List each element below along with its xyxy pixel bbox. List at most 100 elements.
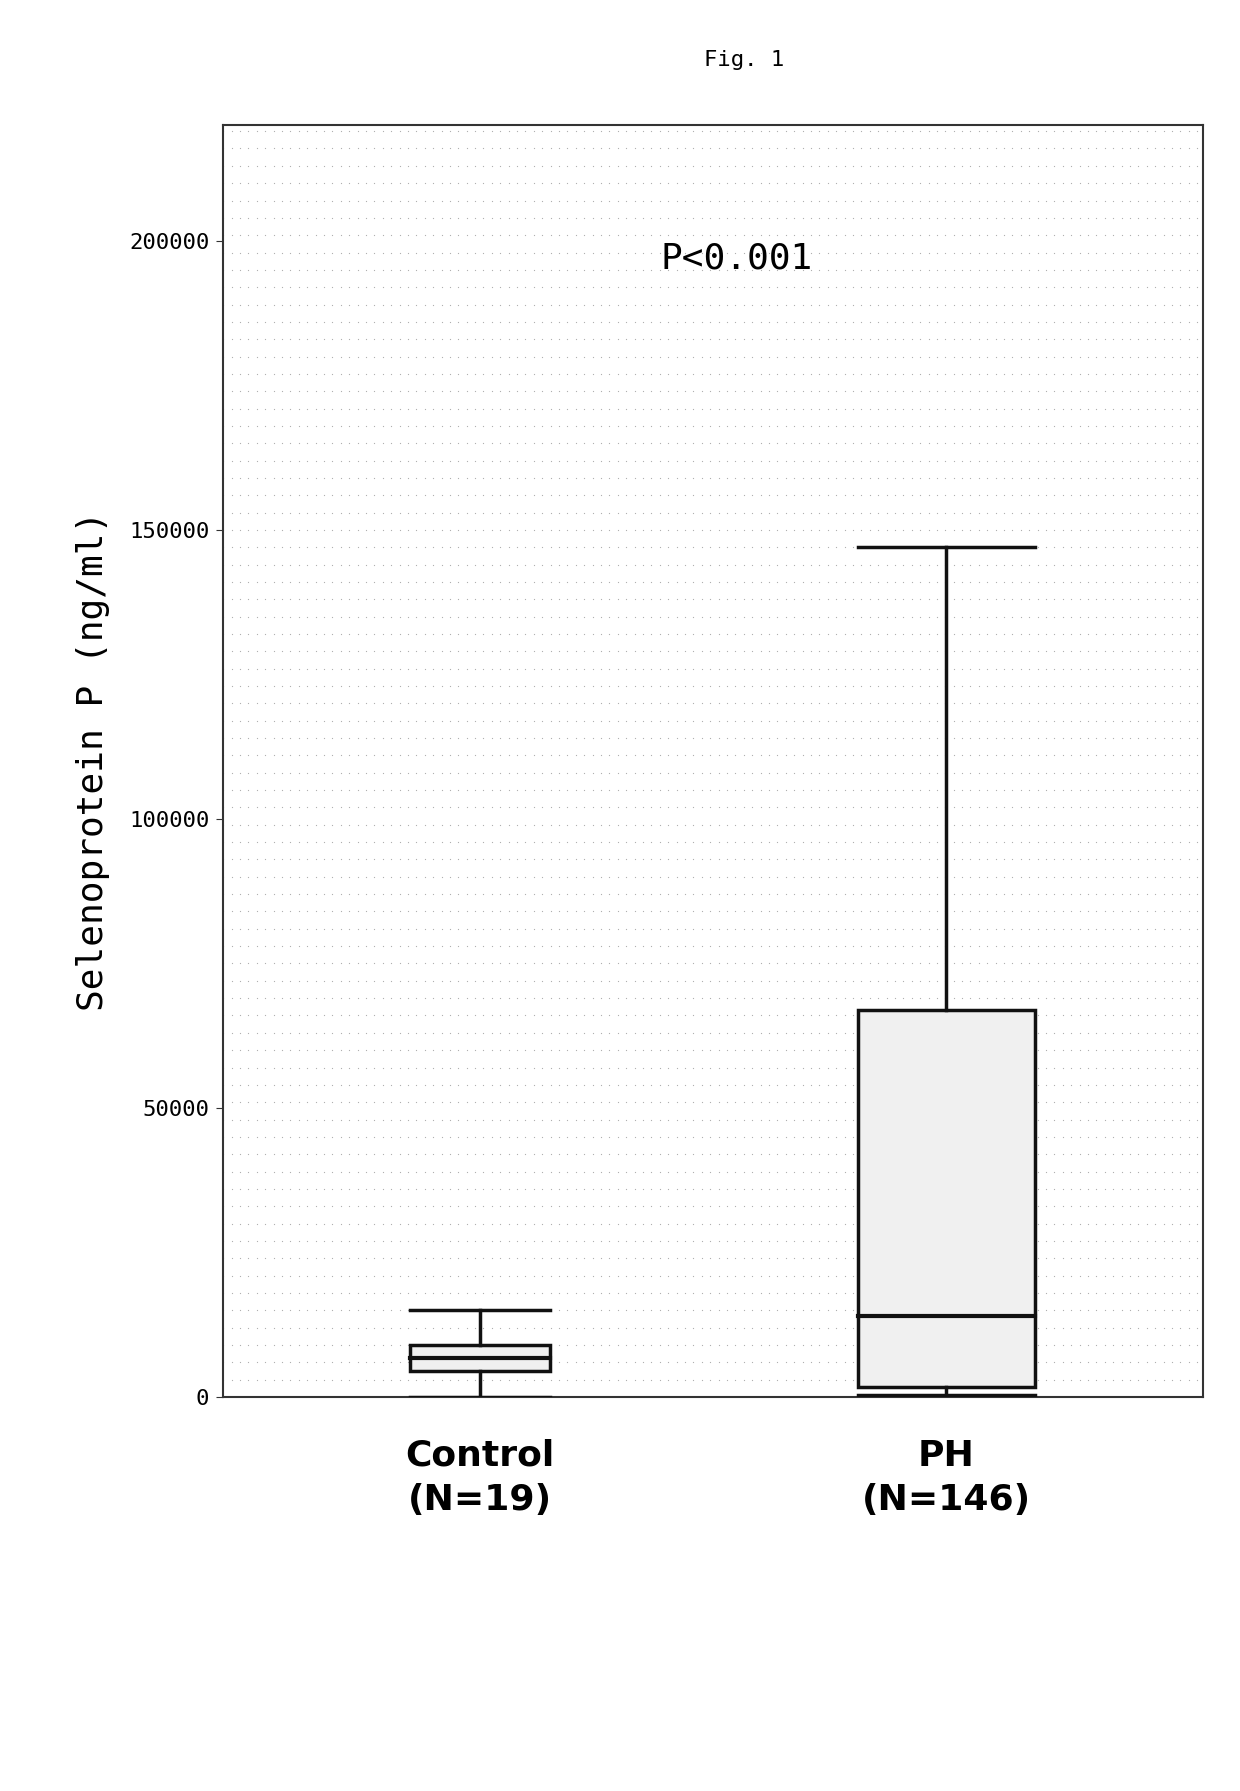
Point	[986, 1209, 1006, 1238]
Point	[507, 1297, 527, 1325]
Point	[901, 967, 921, 996]
Point	[826, 186, 846, 215]
Point	[331, 776, 351, 804]
Point	[835, 186, 854, 215]
Point	[322, 324, 342, 353]
Point	[238, 376, 258, 405]
Point	[525, 845, 544, 874]
Point	[1128, 983, 1148, 1012]
Point	[432, 1035, 451, 1064]
Point	[365, 967, 384, 996]
Point	[683, 1261, 703, 1290]
Point	[641, 915, 661, 944]
Point	[986, 1071, 1006, 1100]
Point	[885, 1175, 905, 1204]
Point	[440, 134, 460, 163]
Point	[835, 498, 854, 527]
Point	[634, 931, 653, 960]
Point	[1086, 568, 1106, 596]
Point	[776, 412, 796, 441]
Point	[968, 116, 988, 145]
Point	[994, 1035, 1014, 1064]
Point	[365, 1193, 384, 1221]
Point	[843, 116, 863, 145]
Point	[1044, 706, 1064, 734]
Point	[474, 915, 494, 944]
Point	[381, 238, 401, 267]
Point	[389, 308, 409, 337]
Point	[961, 412, 981, 441]
Point	[792, 1331, 812, 1359]
Point	[1120, 672, 1140, 700]
Point	[608, 134, 627, 163]
Point	[280, 568, 300, 596]
Point	[389, 394, 409, 423]
Point	[852, 1123, 872, 1152]
Point	[919, 324, 939, 353]
Point	[734, 863, 754, 892]
Point	[423, 586, 443, 614]
Point	[1011, 793, 1030, 822]
Point	[683, 1175, 703, 1204]
Point	[852, 1019, 872, 1048]
Point	[398, 1087, 418, 1116]
Point	[675, 290, 694, 319]
Point	[977, 1139, 997, 1168]
Point	[231, 1245, 250, 1273]
Point	[734, 1365, 754, 1393]
Point	[868, 152, 888, 181]
Point	[893, 1071, 913, 1100]
Point	[1086, 793, 1106, 822]
Point	[449, 654, 469, 682]
Point	[701, 204, 720, 233]
Point	[968, 1139, 988, 1168]
Point	[1095, 376, 1115, 405]
Point	[231, 602, 250, 630]
Point	[750, 446, 770, 475]
Point	[650, 1383, 670, 1411]
Point	[541, 724, 560, 752]
Point	[222, 1227, 242, 1255]
Point	[213, 516, 233, 544]
Point	[843, 845, 863, 874]
Point	[952, 863, 972, 892]
Point	[634, 915, 653, 944]
Point	[928, 706, 947, 734]
Point	[1037, 394, 1056, 423]
Point	[994, 290, 1014, 319]
Point	[407, 256, 427, 285]
Point	[1011, 1383, 1030, 1411]
Point	[919, 1313, 939, 1341]
Point	[1187, 1227, 1207, 1255]
Point	[1179, 1365, 1199, 1393]
Point	[868, 949, 888, 978]
Point	[525, 412, 544, 441]
Point	[1095, 1279, 1115, 1307]
Point	[826, 550, 846, 578]
Point	[574, 1035, 594, 1064]
Point	[415, 706, 435, 734]
Point	[919, 863, 939, 892]
Point	[558, 1349, 578, 1377]
Point	[449, 1365, 469, 1393]
Point	[1162, 1227, 1182, 1255]
Point	[565, 776, 585, 804]
Point	[818, 1227, 838, 1255]
Point	[843, 498, 863, 527]
Point	[1146, 1227, 1166, 1255]
Point	[843, 638, 863, 666]
Point	[398, 983, 418, 1012]
Point	[1095, 394, 1115, 423]
Point	[231, 1139, 250, 1168]
Point	[1171, 983, 1190, 1012]
Point	[255, 1071, 275, 1100]
Point	[743, 290, 763, 319]
Point	[423, 1313, 443, 1341]
Point	[835, 272, 854, 301]
Point	[1086, 741, 1106, 770]
Point	[255, 430, 275, 458]
Point	[238, 654, 258, 682]
Point	[1120, 100, 1140, 129]
Point	[701, 638, 720, 666]
Point	[826, 308, 846, 337]
